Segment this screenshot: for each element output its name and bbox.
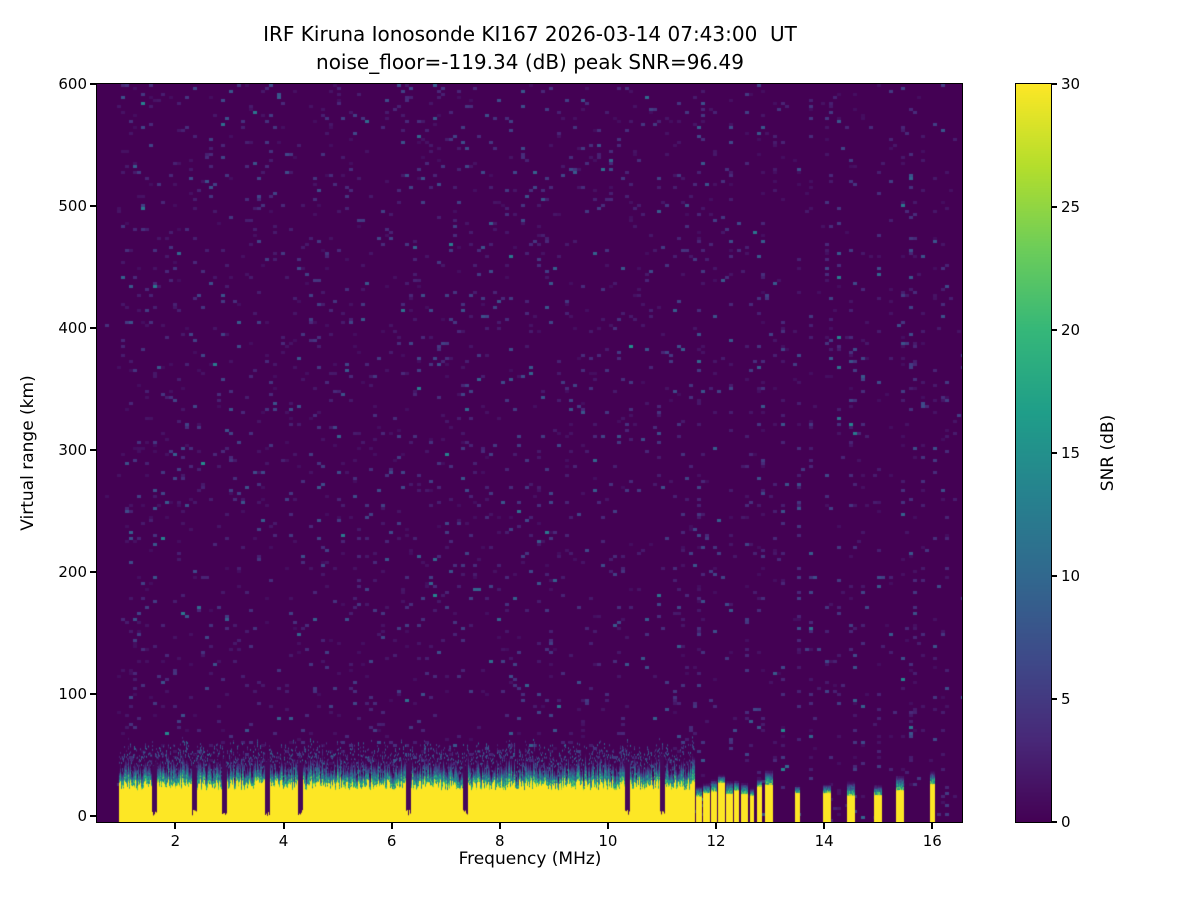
chart-subtitle: noise_floor=-119.34 (dB) peak SNR=96.49	[316, 50, 744, 74]
colorbar-tick-mark	[1052, 83, 1057, 85]
x-tick-label: 16	[922, 832, 942, 850]
colorbar-label: SNR (dB)	[1098, 414, 1118, 492]
plot-area	[96, 83, 963, 823]
y-tick-label: 100	[58, 684, 87, 703]
x-tick-mark	[498, 823, 501, 829]
colorbar-tick-mark	[1052, 452, 1057, 454]
colorbar	[1015, 83, 1052, 823]
x-tick-mark	[606, 823, 609, 829]
y-tick-mark	[90, 83, 96, 85]
y-tick-label: 500	[58, 196, 87, 215]
colorbar-tick-label: 5	[1061, 690, 1071, 708]
x-tick-mark	[282, 823, 285, 829]
x-axis-label: Frequency (MHz)	[458, 849, 602, 869]
x-tick-label: 12	[706, 832, 726, 850]
x-tick-label: 6	[386, 832, 397, 850]
y-tick-label: 0	[77, 806, 87, 825]
colorbar-tick-mark	[1052, 575, 1057, 577]
y-tick-label: 600	[58, 75, 87, 93]
colorbar-tick-label: 20	[1061, 321, 1081, 339]
y-tick-label: 200	[58, 562, 87, 581]
ionogram-heatmap-canvas	[97, 84, 962, 822]
colorbar-tick-mark	[1052, 821, 1057, 823]
x-tick-label: 14	[814, 832, 834, 850]
x-tick-mark	[715, 823, 718, 829]
x-tick-mark	[931, 823, 934, 829]
colorbar-tick-mark	[1052, 698, 1057, 700]
colorbar-canvas	[1016, 84, 1051, 822]
colorbar-tick-label: 15	[1061, 444, 1081, 462]
y-tick-mark	[90, 814, 96, 817]
colorbar-tick-label: 10	[1061, 567, 1081, 585]
chart-title: IRF Kiruna Ionosonde KI167 2026-03-14 07…	[263, 22, 797, 46]
x-tick-label: 8	[494, 832, 505, 850]
y-tick-mark	[90, 692, 96, 695]
y-tick-label: 300	[58, 440, 87, 459]
x-tick-mark	[823, 823, 826, 829]
x-tick-mark	[390, 823, 393, 829]
y-tick-mark	[90, 570, 96, 573]
colorbar-tick-label: 25	[1061, 198, 1081, 216]
y-tick-mark	[90, 326, 96, 329]
x-tick-label: 2	[170, 832, 181, 850]
x-tick-label: 4	[278, 832, 289, 850]
colorbar-tick-mark	[1052, 206, 1057, 208]
colorbar-tick-mark	[1052, 329, 1057, 331]
y-tick-label: 400	[58, 318, 87, 337]
x-tick-label: 10	[598, 832, 618, 850]
y-tick-mark	[90, 448, 96, 451]
colorbar-tick-label: 30	[1061, 75, 1081, 93]
y-tick-mark	[90, 204, 96, 207]
colorbar-tick-label: 0	[1061, 813, 1071, 831]
x-tick-mark	[174, 823, 177, 829]
